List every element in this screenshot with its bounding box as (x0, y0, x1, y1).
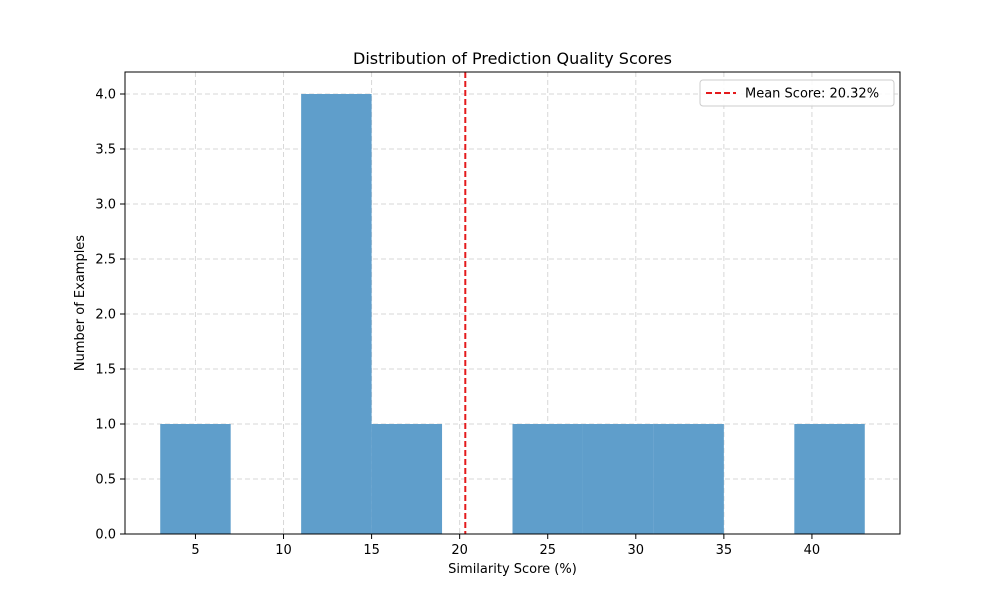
chart-title: Distribution of Prediction Quality Score… (353, 49, 672, 68)
y-tick-label: 3.5 (95, 143, 116, 158)
bars (160, 94, 865, 534)
histogram-bar (301, 94, 372, 534)
x-tick-label: 35 (716, 543, 733, 558)
y-tick-label: 1.0 (95, 418, 116, 433)
legend-box (699, 79, 895, 107)
x-tick-label: 30 (628, 543, 645, 558)
y-tick-label: 0.0 (95, 528, 116, 543)
histogram-bar (582, 424, 654, 534)
y-axis-ticks: 0.0 0.5 1.0 1.5 2.0 2.5 3.0 3.5 4.0 (95, 88, 125, 543)
histogram-bar (653, 424, 724, 534)
legend: Mean Score: 20.32% (699, 79, 895, 107)
plot-frame (124, 71, 901, 535)
y-tick-label: 0.5 (95, 473, 116, 488)
x-tick-label: 25 (539, 543, 556, 558)
x-tick-label: 20 (451, 543, 468, 558)
y-tick-label: 1.5 (95, 363, 116, 378)
legend-mean-label: Mean Score: 20.32% (745, 87, 879, 102)
x-axis-ticks: 5 10 15 20 25 30 35 40 (191, 534, 820, 558)
y-tick-label: 2.0 (95, 308, 116, 323)
x-tick-label: 40 (804, 543, 821, 558)
histogram-bar (371, 424, 443, 534)
y-tick-label: 3.0 (95, 198, 116, 213)
y-axis-label: Number of Examples (73, 235, 88, 371)
histogram-bar (512, 424, 583, 534)
histogram-bar (794, 424, 865, 534)
y-tick-label: 2.5 (95, 253, 116, 268)
histogram-bar (160, 424, 231, 534)
x-tick-label: 15 (363, 543, 380, 558)
x-tick-label: 10 (275, 543, 292, 558)
x-axis-label: Similarity Score (%) (448, 562, 577, 577)
y-tick-label: 4.0 (95, 88, 116, 103)
x-tick-label: 5 (191, 543, 199, 558)
